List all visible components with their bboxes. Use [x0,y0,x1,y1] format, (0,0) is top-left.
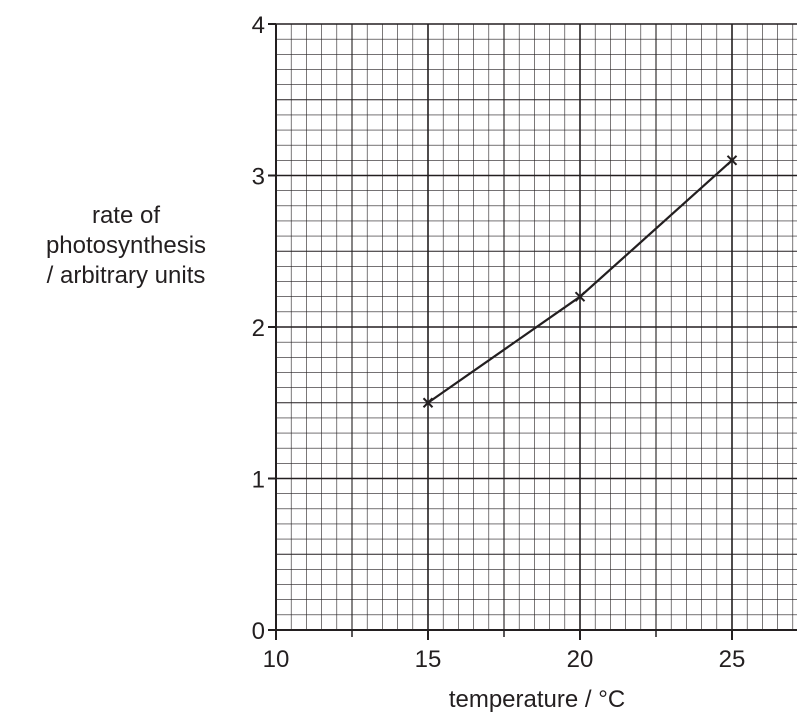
chart-series [422,155,738,408]
y-axis-title: rate of photosynthesis / arbitrary units [46,202,206,289]
x-tick-label: 10 [263,646,290,673]
chart-tick-labels: 0 1 2 3 4 10 15 20 25 [252,12,746,673]
cross-stroke [574,291,586,302]
data-point-cross-marker [422,397,434,408]
x-axis-title: temperature / °C [449,686,625,713]
x-tick-label: 20 [567,646,594,673]
y-tick-label: 0 [252,618,265,645]
y-tick-label: 1 [252,467,265,494]
data-point-cross-marker [574,291,586,302]
y-axis-title-line-1: rate of [92,202,160,229]
y-axis-title-line-2: photosynthesis [46,232,206,259]
y-tick-label: 2 [252,315,265,342]
cross-stroke [422,397,434,408]
y-axis-title-line-3: / arbitrary units [47,262,206,289]
chart-grid [275,23,797,631]
x-tick-label: 15 [415,646,442,673]
chart-axes [268,23,797,640]
y-tick-label: 3 [252,164,265,191]
cross-stroke [726,155,738,166]
y-tick-label: 4 [252,12,265,39]
data-point-cross-marker [726,155,738,166]
x-tick-label: 25 [719,646,746,673]
